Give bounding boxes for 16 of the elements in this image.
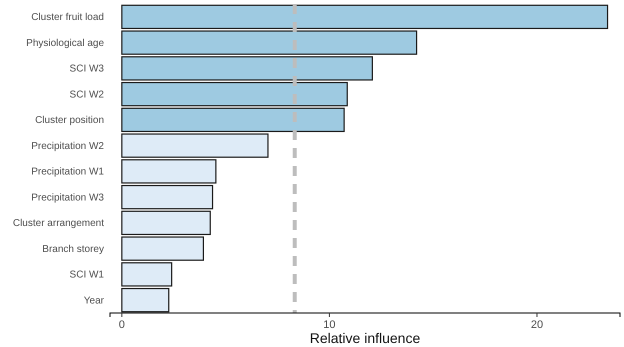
y-tick-label: Cluster position <box>35 115 104 126</box>
y-tick-label: Branch storey <box>42 244 104 255</box>
y-tick-label: Precipitation W3 <box>31 192 104 204</box>
x-tick-label: 0 <box>118 318 125 331</box>
y-tick-label: SCI W1 <box>70 270 104 281</box>
y-tick-label: Year <box>84 295 105 306</box>
x-tick-label: 20 <box>530 318 544 331</box>
x-tick-label: 10 <box>323 318 336 331</box>
y-tick-label: SCI W2 <box>70 89 104 100</box>
y-tick-label: Precipitation W1 <box>31 166 104 178</box>
y-tick-label: Precipitation W2 <box>31 140 104 152</box>
y-tick-label: SCI W3 <box>70 64 104 75</box>
x-axis-title: Relative influence <box>310 330 420 346</box>
y-tick-label: Physiological age <box>26 38 104 49</box>
y-tick-label: Cluster arrangement <box>12 218 104 230</box>
y-tick-label: Cluster fruit load <box>31 12 104 24</box>
